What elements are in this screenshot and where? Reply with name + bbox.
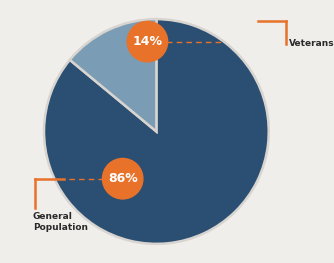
Text: 86%: 86%	[108, 172, 138, 185]
Wedge shape	[70, 19, 156, 132]
Circle shape	[127, 21, 168, 62]
Circle shape	[103, 159, 143, 199]
Text: General
Population: General Population	[33, 213, 88, 232]
Text: Veterans: Veterans	[289, 39, 334, 48]
Text: 14%: 14%	[132, 35, 162, 48]
Wedge shape	[44, 19, 269, 244]
